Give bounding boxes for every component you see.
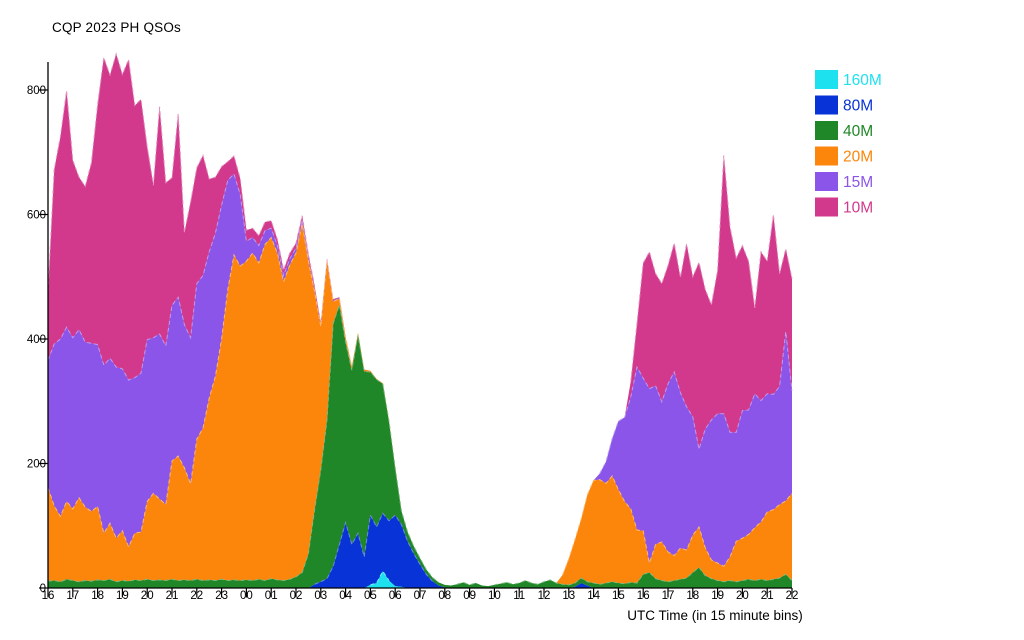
x-tick-label: 17 — [66, 590, 79, 602]
x-tick-label: 08 — [438, 590, 451, 602]
legend-swatch-15m — [815, 172, 838, 191]
x-tick-label: 16 — [637, 590, 650, 602]
x-tick-label: 18 — [686, 590, 699, 602]
band-edge-160m — [370, 570, 390, 586]
y-tick-label: 800 — [27, 85, 46, 97]
x-tick-label: 16 — [42, 590, 55, 602]
x-tick-label: 13 — [562, 590, 575, 602]
x-tick-label: 21 — [761, 590, 774, 602]
x-tick-label: 06 — [389, 590, 402, 602]
x-tick-label: 14 — [587, 590, 600, 602]
x-tick-label: 21 — [166, 590, 179, 602]
y-tick-label: 200 — [27, 458, 46, 470]
x-tick-label: 18 — [91, 590, 104, 602]
x-tick-label: 01 — [265, 590, 278, 602]
x-tick-label: 20 — [736, 590, 749, 602]
x-tick-label: 10 — [488, 590, 501, 602]
band-edge-20m — [47, 223, 793, 576]
x-tick-label: 02 — [290, 590, 303, 602]
legend-label-20m: 20M — [843, 149, 873, 166]
legend-label-15m: 15M — [843, 174, 873, 191]
chart-title: CQP 2023 PH QSOs — [52, 20, 182, 35]
legend-label-40m: 40M — [843, 123, 873, 140]
band-edge-40m — [47, 304, 793, 586]
x-tick-label: 15 — [612, 590, 625, 602]
x-tick-label: 12 — [538, 590, 551, 602]
y-tick-label: 600 — [27, 209, 46, 221]
x-tick-label: 05 — [364, 590, 377, 602]
x-tick-label: 07 — [414, 590, 427, 602]
legend-swatch-40m — [815, 121, 838, 140]
band-20m — [48, 223, 792, 587]
band-10m — [48, 53, 792, 587]
y-tick-label: 400 — [27, 334, 46, 346]
x-tick-label: 19 — [116, 590, 129, 602]
x-tick-label: 11 — [513, 590, 525, 602]
x-tick-label: 19 — [711, 590, 724, 602]
x-tick-label: 22 — [786, 590, 799, 602]
x-tick-label: 17 — [662, 590, 675, 602]
y-tick-label: 0 — [40, 583, 46, 595]
x-tick-label: 00 — [240, 590, 253, 602]
x-tick-label: 23 — [215, 590, 228, 602]
x-tick-label: 20 — [141, 590, 154, 602]
x-tick-label: 04 — [339, 590, 352, 602]
band-edge-10m — [47, 52, 793, 382]
x-tick-label: 22 — [190, 590, 203, 602]
x-tick-label: 03 — [314, 590, 327, 602]
x-axis-title: UTC Time (in 15 minute bins) — [627, 608, 803, 623]
legend-swatch-160m — [815, 70, 838, 89]
x-tick-label: 09 — [463, 590, 476, 602]
legend-swatch-10m — [815, 197, 838, 217]
legend-label-160m: 160M — [843, 72, 882, 89]
legend-swatch-80m — [815, 95, 838, 115]
band-80m — [48, 513, 792, 588]
legend-label-10m: 10M — [843, 200, 873, 217]
legend-swatch-20m — [815, 146, 838, 166]
band-edge-15m — [47, 173, 793, 474]
legend-label-80m: 80M — [843, 98, 873, 115]
